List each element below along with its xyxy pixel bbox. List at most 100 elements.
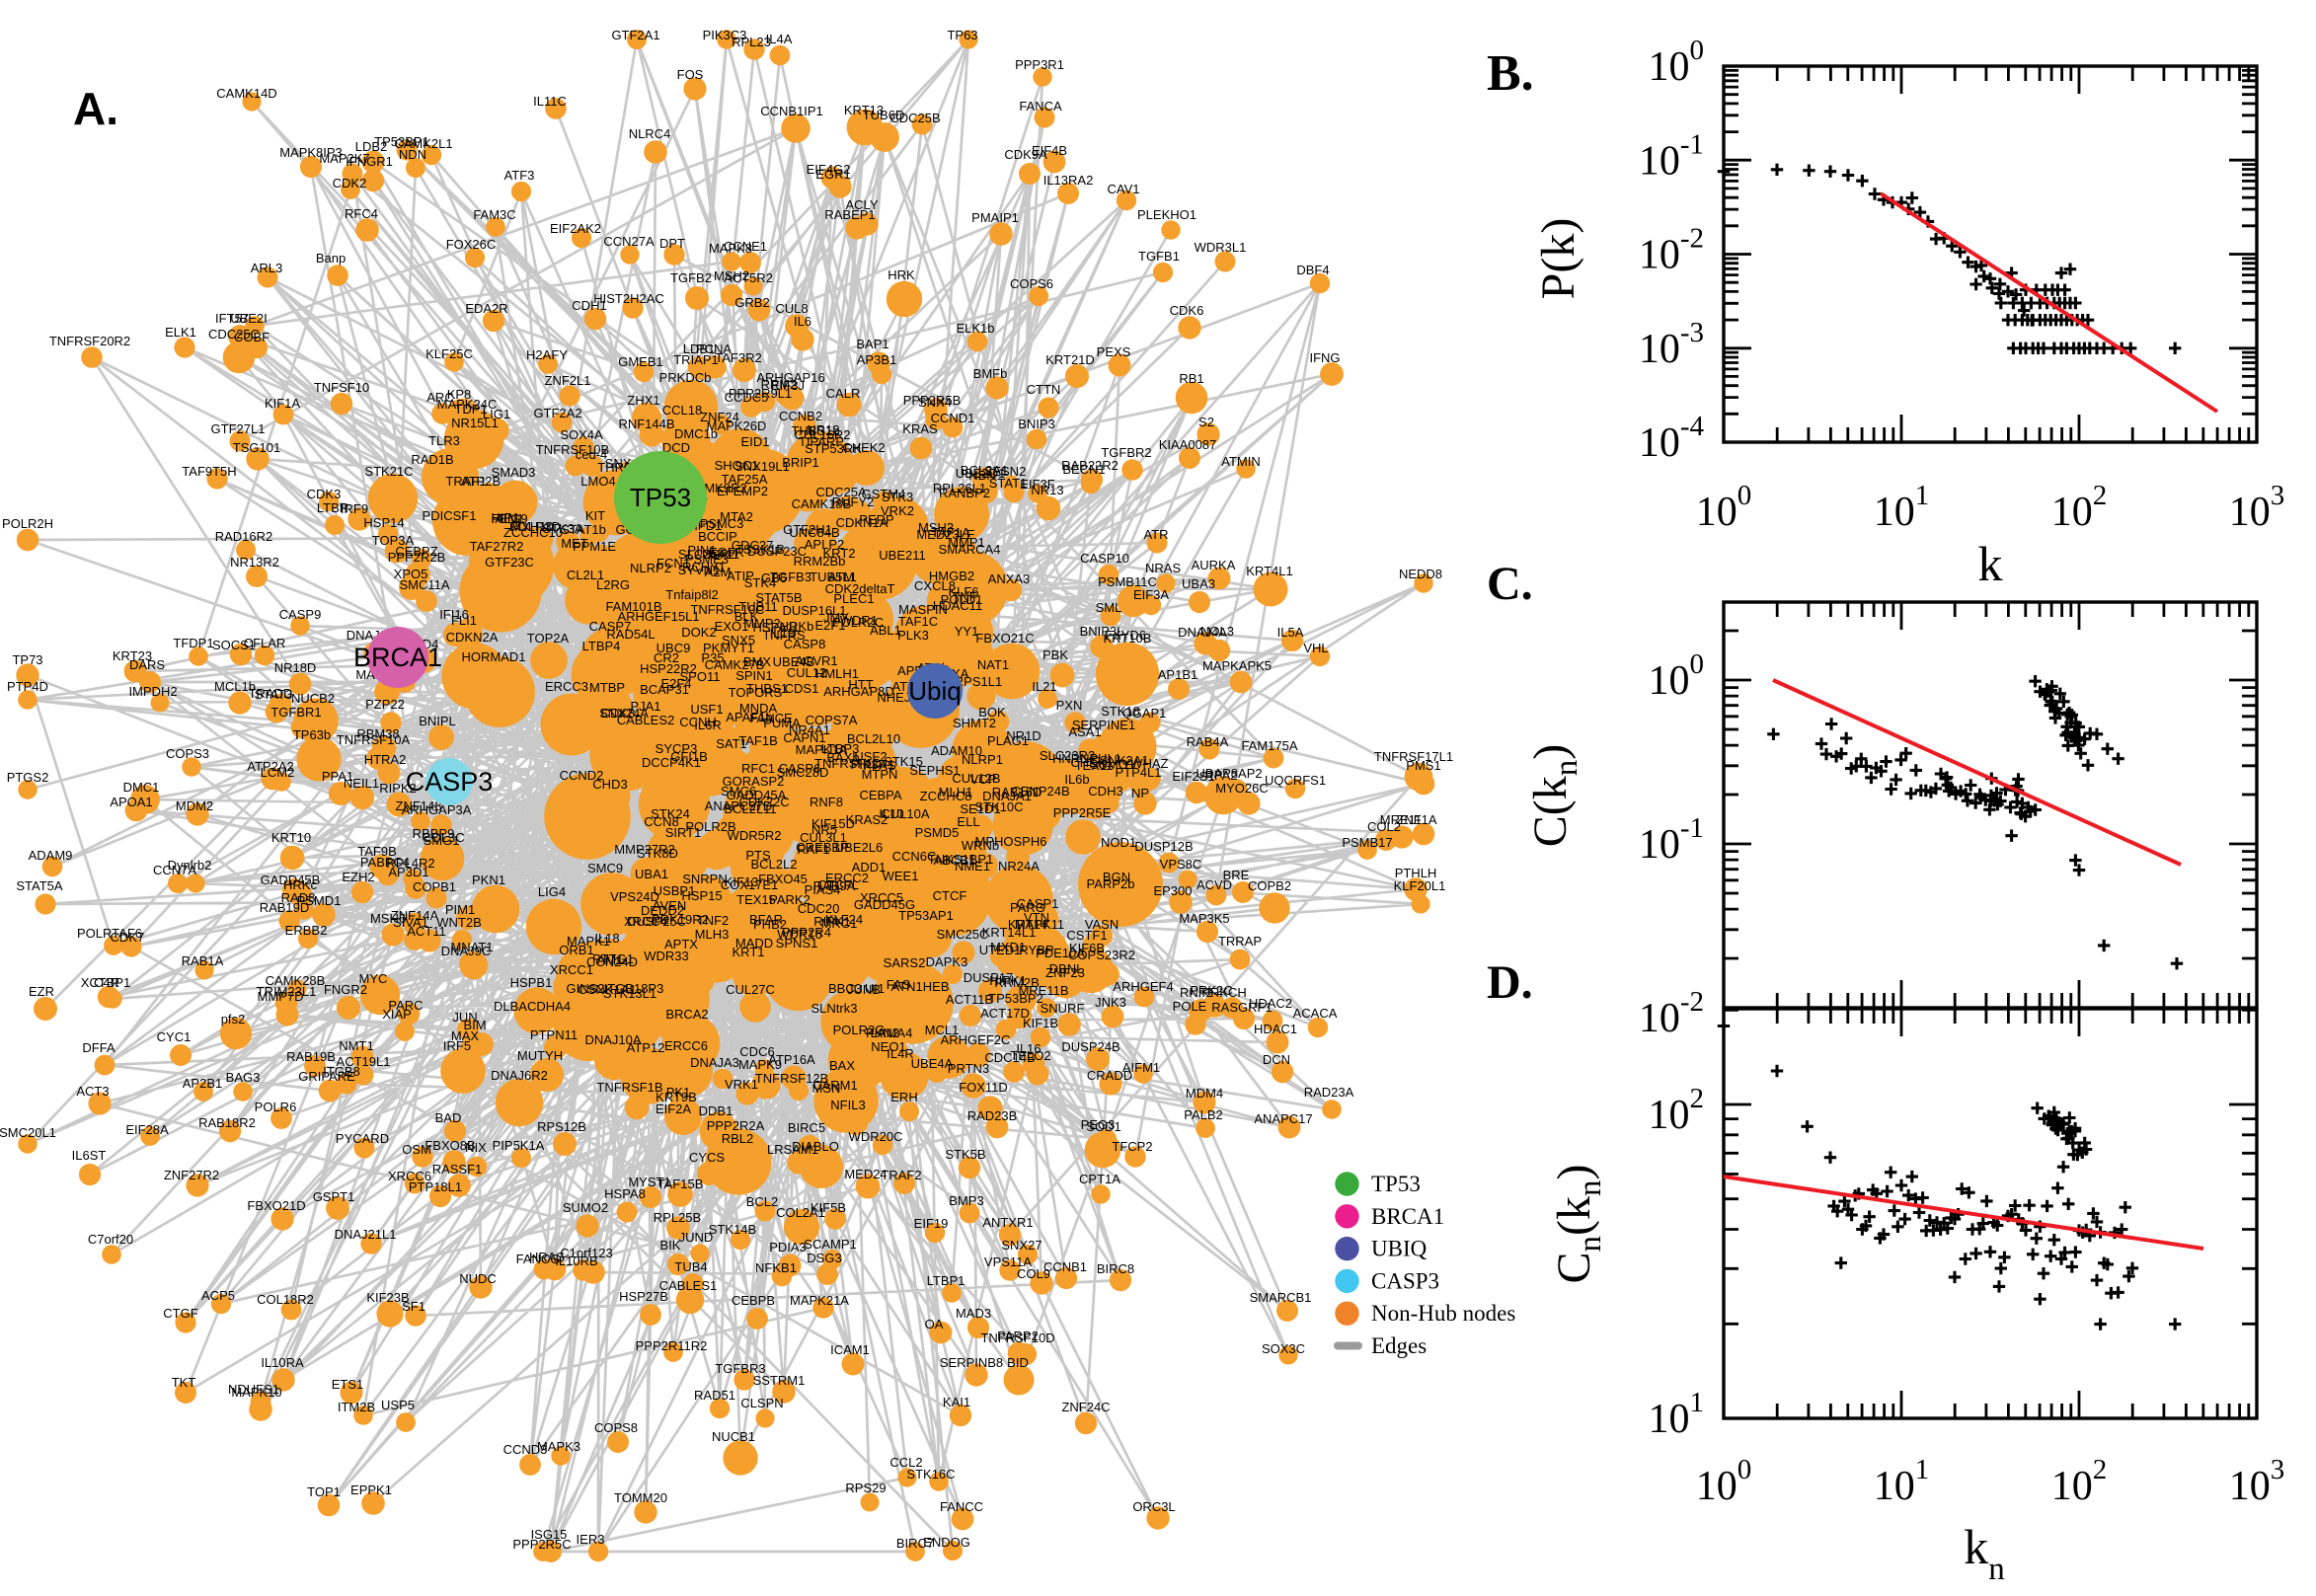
svg-text:TNFSF10: TNFSF10 (314, 380, 369, 395)
svg-text:IFI16: IFI16 (439, 607, 469, 622)
svg-text:FCN1: FCN1 (656, 556, 690, 570)
svg-text:ACT5R2: ACT5R2 (724, 270, 773, 285)
svg-text:YWHAZ: YWHAZ (1122, 756, 1169, 771)
svg-text:TFCP2: TFCP2 (1112, 1139, 1152, 1154)
svg-text:IL11C: IL11C (533, 94, 567, 109)
svg-text:ARHGEF4: ARHGEF4 (1113, 979, 1173, 994)
svg-text:CDKN1A: CDKN1A (836, 515, 888, 530)
svg-text:H2AFY: H2AFY (526, 347, 568, 362)
svg-text:BRCA1: BRCA1 (1371, 1204, 1444, 1229)
svg-text:IMPDH2: IMPDH2 (128, 684, 177, 699)
svg-text:HMLH1: HMLH1 (815, 666, 859, 681)
svg-text:CCN27A: CCN27A (603, 234, 655, 249)
svg-text:BCL2L10: BCL2L10 (847, 731, 900, 746)
svg-text:DCN: DCN (1263, 1052, 1290, 1067)
svg-text:UBC9: UBC9 (656, 641, 691, 655)
svg-text:PPP2R9L1: PPP2R9L1 (729, 386, 792, 401)
svg-text:PPP2R5B: PPP2R5B (903, 393, 962, 408)
svg-text:MAPK1A: MAPK1A (796, 742, 848, 757)
svg-text:E2F4: E2F4 (660, 676, 691, 691)
svg-text:ENDOG: ENDOG (923, 1535, 970, 1550)
svg-text:RASGRF1: RASGRF1 (1211, 1000, 1272, 1015)
svg-text:SUMO2: SUMO2 (563, 1200, 608, 1215)
svg-text:LDB1: LDB1 (683, 342, 716, 356)
svg-text:VASN: VASN (1085, 917, 1119, 932)
svg-text:ACT11: ACT11 (407, 924, 446, 939)
svg-text:KLF25C: KLF25C (425, 346, 473, 361)
svg-text:BIRC7: BIRC7 (896, 1536, 934, 1551)
svg-text:ELK1: ELK1 (165, 325, 196, 340)
svg-text:GRIPARE: GRIPARE (298, 1069, 355, 1084)
svg-text:GMEB1: GMEB1 (618, 354, 663, 369)
svg-text:ERH: ERH (890, 1090, 917, 1104)
svg-text:PARK2: PARK2 (769, 892, 811, 907)
svg-text:NEIL1: NEIL1 (344, 776, 379, 791)
svg-text:CUL12B: CUL12B (952, 771, 1000, 786)
svg-text:ERBB2: ERBB2 (285, 923, 328, 938)
svg-text:PTP4L1: PTP4L1 (1116, 765, 1162, 780)
svg-text:LMO4: LMO4 (580, 474, 615, 489)
svg-text:IFNGR1: IFNGR1 (346, 154, 393, 169)
svg-text:CHD3: CHD3 (592, 777, 627, 792)
svg-text:MNAT1: MNAT1 (450, 940, 493, 954)
svg-text:ZNF148: ZNF148 (396, 798, 442, 813)
svg-text:SUMO1: SUMO1 (1090, 757, 1135, 772)
svg-text:FAS: FAS (887, 977, 911, 992)
svg-text:THBS1b: THBS1b (791, 423, 839, 438)
svg-text:SMC9: SMC9 (587, 861, 623, 875)
svg-text:MSN: MSN (812, 1081, 841, 1096)
svg-text:NR4A1: NR4A1 (789, 722, 830, 737)
svg-text:RAD1B: RAD1B (411, 452, 453, 467)
svg-text:ZNF2L1: ZNF2L1 (545, 373, 591, 388)
svg-text:ERCC2: ERCC2 (825, 871, 869, 885)
svg-text:TRADD: TRADD (249, 686, 293, 701)
svg-text:CCNH: CCNH (679, 715, 717, 729)
svg-text:PARP2: PARP2 (997, 1329, 1039, 1343)
svg-text:BIM: BIM (463, 1018, 486, 1032)
svg-text:D.: D. (1487, 956, 1533, 1009)
svg-text:HDAC2: HDAC2 (1249, 996, 1292, 1011)
svg-text:WDR20C: WDR20C (849, 1129, 903, 1144)
svg-text:BCCIP: BCCIP (698, 529, 737, 544)
svg-text:CDC6: CDC6 (739, 1044, 774, 1059)
svg-text:PSMB17: PSMB17 (1342, 835, 1392, 850)
svg-text:NR5: NR5 (811, 822, 837, 837)
svg-text:BCL2A1: BCL2A1 (961, 463, 1008, 478)
svg-text:MAP2K7: MAP2K7 (319, 151, 369, 166)
svg-text:L2RG: L2RG (596, 577, 630, 592)
svg-text:RUFY2: RUFY2 (832, 494, 875, 509)
svg-text:CCNB2: CCNB2 (779, 409, 822, 423)
svg-text:GTF2H1: GTF2H1 (783, 522, 832, 537)
svg-text:KRT1: KRT1 (733, 945, 765, 959)
svg-text:MPHOSPH6: MPHOSPH6 (975, 834, 1047, 849)
svg-text:IL21: IL21 (1032, 679, 1056, 694)
svg-text:SAT1: SAT1 (716, 736, 747, 751)
svg-text:PPP2R11R2: PPP2R11R2 (636, 1338, 708, 1353)
svg-text:PLAG1: PLAG1 (987, 733, 1029, 748)
svg-text:CABLES2: CABLES2 (617, 713, 675, 727)
svg-text:USP5: USP5 (381, 1398, 415, 1412)
svg-text:ELK1b: ELK1b (956, 321, 994, 336)
svg-text:GADD45B: GADD45B (261, 873, 321, 887)
svg-text:UBE2L6: UBE2L6 (835, 840, 883, 855)
svg-text:UI1: UI1 (865, 981, 885, 996)
svg-text:WDR1: WDR1 (840, 613, 878, 628)
svg-text:EIF28A: EIF28A (125, 1122, 169, 1137)
svg-text:USP2: USP2 (702, 547, 735, 562)
svg-text:STK8D: STK8D (637, 846, 678, 861)
svg-text:PPP3R1: PPP3R1 (1015, 57, 1064, 72)
svg-text:Tnfaip8l2: Tnfaip8l2 (665, 587, 718, 602)
svg-text:SPNS1: SPNS1 (776, 936, 818, 950)
svg-text:SMG1: SMG1 (424, 833, 460, 848)
svg-text:FEN1: FEN1 (491, 511, 523, 526)
svg-text:FOX26C: FOX26C (446, 237, 497, 252)
svg-text:NFKB1: NFKB1 (755, 1260, 797, 1275)
svg-text:ZNF1A: ZNF1A (1396, 812, 1437, 827)
svg-text:KIF13: KIF13 (725, 874, 759, 889)
svg-text:CDC14B: CDC14B (984, 1050, 1035, 1065)
svg-text:TP53: TP53 (630, 483, 691, 512)
svg-text:DARS: DARS (129, 657, 165, 672)
svg-text:PTS: PTS (745, 848, 771, 863)
svg-text:PPA1: PPA1 (322, 769, 353, 784)
svg-text:VRK1: VRK1 (725, 1077, 758, 1092)
